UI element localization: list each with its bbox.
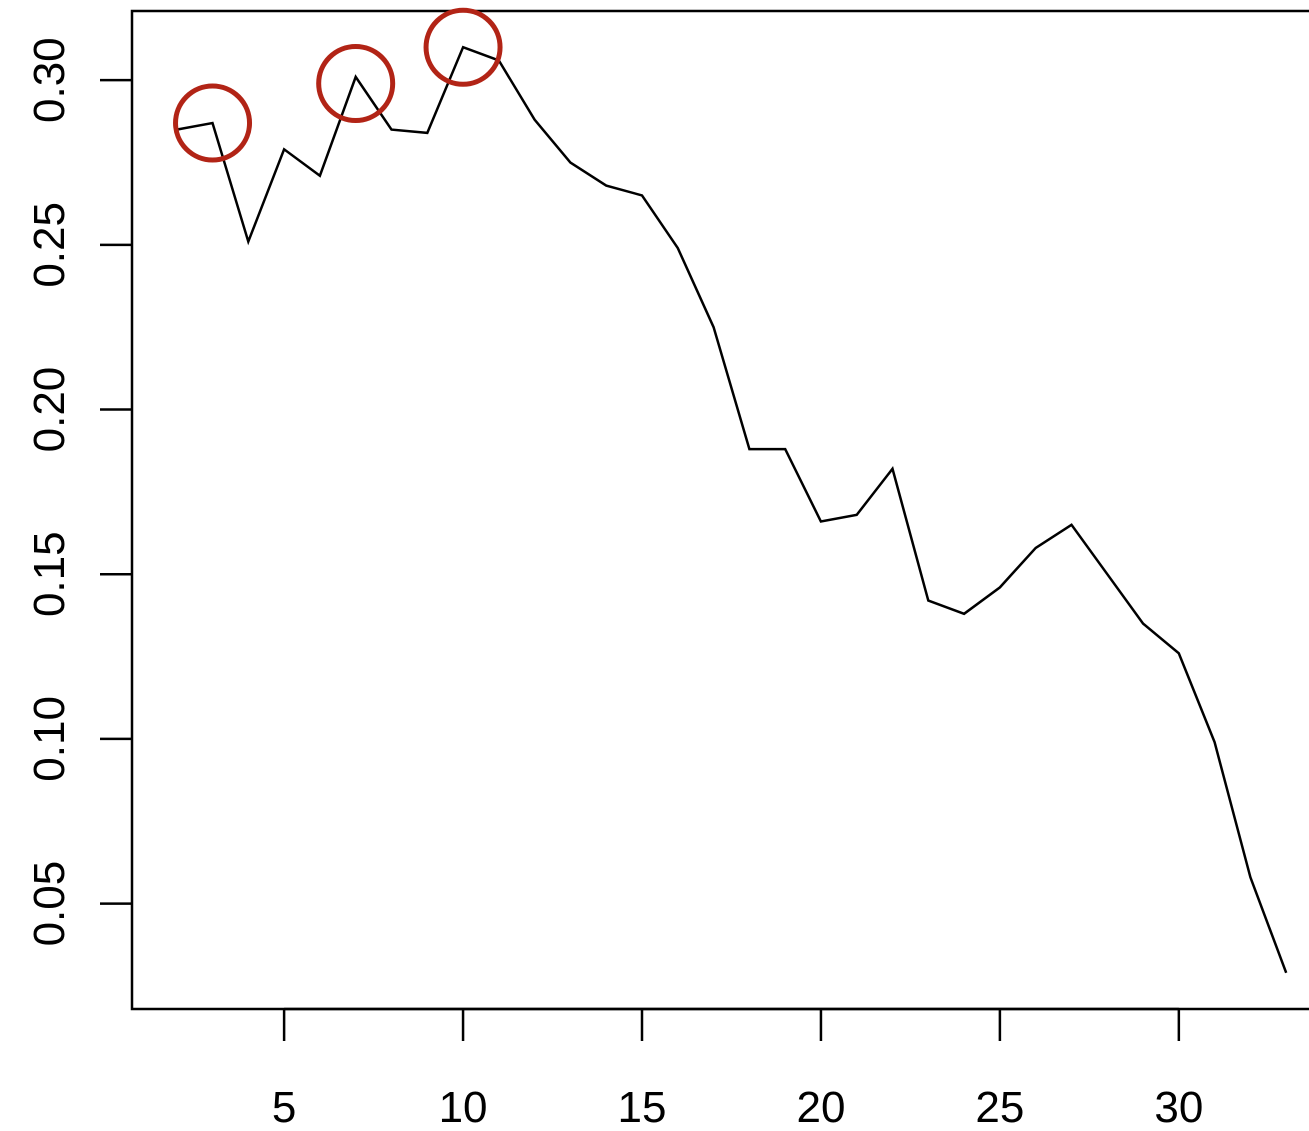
x-tick-label: 30 <box>1154 1083 1203 1131</box>
y-tick-label: 0.25 <box>25 202 74 288</box>
series-line <box>176 45 1288 974</box>
plot-frame <box>130 9 1309 1011</box>
x-tick-label: 15 <box>618 1083 667 1131</box>
highlight-circle <box>173 83 253 163</box>
highlight-layer <box>173 7 503 163</box>
series-layer <box>176 45 1288 974</box>
highlight-circle <box>423 7 503 87</box>
x-tick-label: 5 <box>272 1083 296 1131</box>
x-tick-label: 10 <box>439 1083 488 1131</box>
x-tick-label: 20 <box>796 1083 845 1131</box>
y-tick-label: 0.10 <box>25 696 74 782</box>
x-axis: 5 10 15 20 25 30 <box>272 1007 1203 1131</box>
y-axis: 0.05 0.10 0.15 0.20 0.25 0.30 <box>25 37 132 946</box>
x-tick-label: 25 <box>975 1083 1024 1131</box>
highlight-circle <box>316 43 396 123</box>
y-tick-label: 0.20 <box>25 367 74 453</box>
y-tick-label: 0.05 <box>25 861 74 947</box>
y-tick-label: 0.15 <box>25 531 74 617</box>
y-tick-label: 0.30 <box>25 37 74 123</box>
